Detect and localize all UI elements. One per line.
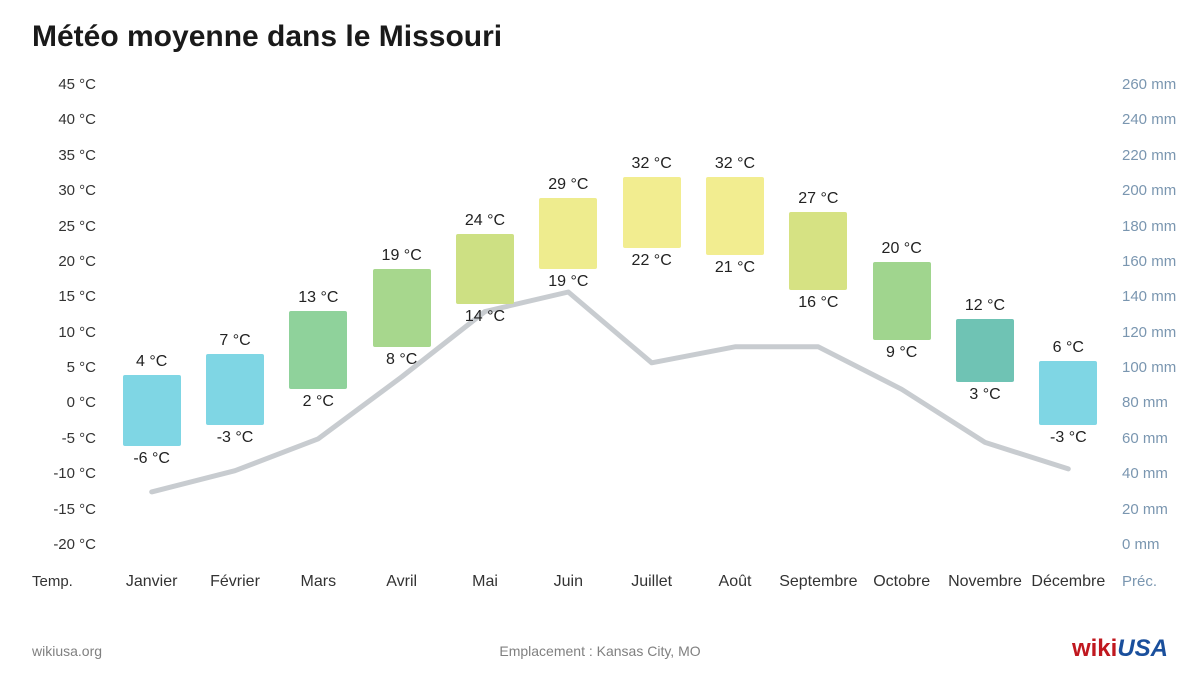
logo-part2: USA	[1117, 635, 1168, 662]
temp-bar	[873, 262, 931, 340]
page-title: Météo moyenne dans le Missouri	[32, 20, 502, 54]
month-label: Janvier	[126, 573, 178, 591]
precip-tick: 20 mm	[1122, 502, 1168, 517]
temp-tick: 40 °C	[0, 112, 96, 127]
precip-tick: 260 mm	[1122, 77, 1176, 92]
location-label: Emplacement : Kansas City, MO	[499, 643, 700, 659]
temp-tick: -10 °C	[0, 466, 96, 481]
precip-axis-title: Préc.	[1122, 573, 1157, 590]
temp-bar	[623, 177, 681, 248]
low-temp-label: 22 °C	[632, 252, 672, 270]
high-temp-label: 32 °C	[715, 155, 755, 173]
high-temp-label: 6 °C	[1053, 339, 1084, 357]
low-temp-label: 14 °C	[465, 308, 505, 326]
low-temp-label: 9 °C	[886, 344, 917, 362]
high-temp-label: 13 °C	[298, 289, 338, 307]
temp-tick: 30 °C	[0, 183, 96, 198]
precip-tick: 100 mm	[1122, 360, 1176, 375]
temp-bar	[956, 319, 1014, 383]
high-temp-label: 4 °C	[136, 353, 167, 371]
temp-bar	[789, 212, 847, 290]
logo: wikiUSA	[1072, 635, 1168, 663]
precip-tick: 200 mm	[1122, 183, 1176, 198]
month-label: Avril	[386, 573, 417, 591]
low-temp-label: 19 °C	[548, 273, 588, 291]
temp-tick: 0 °C	[0, 395, 96, 410]
month-label: Octobre	[873, 573, 930, 591]
low-temp-label: -3 °C	[1050, 429, 1087, 447]
temp-tick: -20 °C	[0, 537, 96, 552]
month-label: Septembre	[779, 573, 857, 591]
month-label: Novembre	[948, 573, 1022, 591]
low-temp-label: -6 °C	[133, 450, 170, 468]
temp-tick: 15 °C	[0, 289, 96, 304]
precip-tick: 240 mm	[1122, 112, 1176, 127]
plot-area: 4 °C -6 °C 7 °C -3 °C 13 °C 2 °C 19 °C 8 °C 24 °…	[110, 85, 1110, 545]
high-temp-label: 32 °C	[632, 155, 672, 173]
high-temp-label: 27 °C	[798, 190, 838, 208]
temp-bar	[539, 198, 597, 269]
month-label: Juin	[554, 573, 583, 591]
low-temp-label: 21 °C	[715, 259, 755, 277]
temp-bar	[1039, 361, 1097, 425]
logo-part1: wiki	[1072, 635, 1117, 662]
month-label: Décembre	[1031, 573, 1105, 591]
high-temp-label: 7 °C	[219, 332, 250, 350]
temp-tick: 25 °C	[0, 219, 96, 234]
temp-bar	[123, 375, 181, 446]
temp-tick: 35 °C	[0, 148, 96, 163]
month-label: Février	[210, 573, 260, 591]
month-label: Mai	[472, 573, 498, 591]
temp-tick: 10 °C	[0, 325, 96, 340]
month-label: Mars	[301, 573, 337, 591]
precip-tick: 40 mm	[1122, 466, 1168, 481]
temp-tick: 45 °C	[0, 77, 96, 92]
temp-axis-title: Temp.	[32, 573, 73, 590]
high-temp-label: 20 °C	[882, 240, 922, 258]
temp-bar	[206, 354, 264, 425]
precip-tick: 80 mm	[1122, 395, 1168, 410]
low-temp-label: 2 °C	[303, 393, 334, 411]
climate-chart-page: Météo moyenne dans le Missouri -20 °C -15…	[0, 0, 1200, 675]
precipitation-line	[110, 85, 1110, 545]
low-temp-label: 8 °C	[386, 351, 417, 369]
temp-tick: 20 °C	[0, 254, 96, 269]
precip-tick: 220 mm	[1122, 148, 1176, 163]
precip-tick: 60 mm	[1122, 431, 1168, 446]
high-temp-label: 24 °C	[465, 212, 505, 230]
high-temp-label: 19 °C	[382, 247, 422, 265]
low-temp-label: -3 °C	[217, 429, 254, 447]
month-label: Juillet	[631, 573, 672, 591]
temp-tick: 5 °C	[0, 360, 96, 375]
source-label: wikiusa.org	[32, 643, 102, 659]
temp-tick: -5 °C	[0, 431, 96, 446]
temp-bar	[373, 269, 431, 347]
footer: wikiusa.org Emplacement : Kansas City, M…	[0, 635, 1200, 675]
precip-tick: 0 mm	[1122, 537, 1160, 552]
temp-bar	[456, 234, 514, 305]
temp-tick: -15 °C	[0, 502, 96, 517]
month-label: Août	[719, 573, 752, 591]
precip-tick: 120 mm	[1122, 325, 1176, 340]
chart-area: -20 °C -15 °C -10 °C -5 °C 0 °C 5 °C 10 °C 15 °…	[0, 85, 1200, 565]
precip-tick: 140 mm	[1122, 289, 1176, 304]
low-temp-label: 16 °C	[798, 294, 838, 312]
temp-bar	[706, 177, 764, 255]
high-temp-label: 29 °C	[548, 176, 588, 194]
low-temp-label: 3 °C	[969, 386, 1000, 404]
high-temp-label: 12 °C	[965, 297, 1005, 315]
precip-tick: 180 mm	[1122, 219, 1176, 234]
temp-bar	[289, 311, 347, 389]
precip-tick: 160 mm	[1122, 254, 1176, 269]
